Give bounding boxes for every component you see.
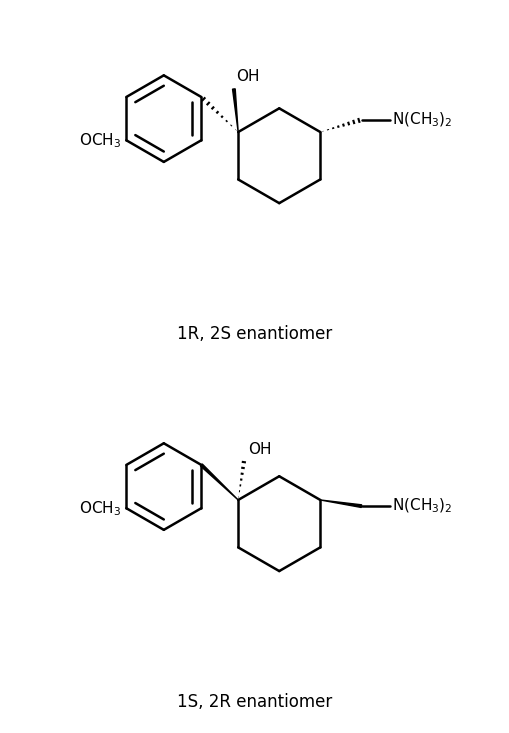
Polygon shape [201,464,238,500]
Text: OCH$_3$: OCH$_3$ [79,131,121,150]
Text: 1S, 2R enantiomer: 1S, 2R enantiomer [177,693,332,711]
Text: N(CH$_3$)$_2$: N(CH$_3$)$_2$ [392,111,453,129]
Text: OCH$_3$: OCH$_3$ [79,499,121,517]
Text: OH: OH [248,442,272,457]
Text: N(CH$_3$)$_2$: N(CH$_3$)$_2$ [392,497,453,515]
Text: OH: OH [236,69,260,84]
Polygon shape [233,89,238,132]
Text: 1R, 2S enantiomer: 1R, 2S enantiomer [177,325,332,343]
Polygon shape [320,500,362,507]
